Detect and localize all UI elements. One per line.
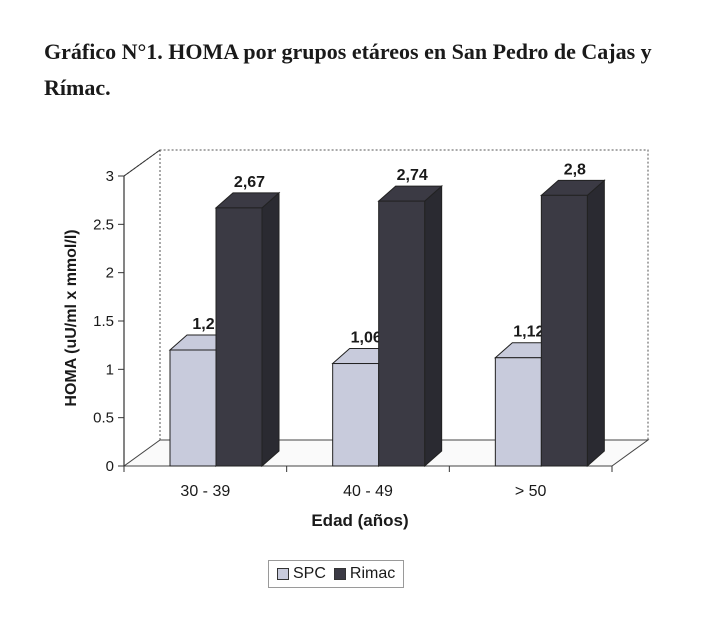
y-tick-label: 3 <box>106 168 114 185</box>
data-label: 2,8 <box>564 161 586 178</box>
bar-front <box>215 207 263 467</box>
data-label: 1,2 <box>192 316 214 333</box>
x-tick-label: > 50 <box>515 483 547 500</box>
bar-front <box>378 200 426 467</box>
legend-swatch-rimac <box>333 568 346 580</box>
data-label: 2,67 <box>234 174 265 191</box>
legend-label-spc: SPC <box>293 565 326 582</box>
legend-item-spc: SPC <box>277 565 326 583</box>
bar-side <box>586 179 605 468</box>
side-wall-top <box>123 149 161 177</box>
y-tick-label: 2.5 <box>93 216 114 233</box>
bar-side <box>424 185 443 468</box>
x-axis-title: Edad (años) <box>311 511 408 530</box>
y-axis: 0 0.5 1 1.5 2 2.5 3 <box>93 168 124 475</box>
bar-front <box>540 194 588 467</box>
bar-rimac-1: 2,74 <box>377 167 443 468</box>
legend: SPC Rimac <box>268 560 405 588</box>
bar-rimac-2: 2,8 <box>540 161 606 468</box>
bar-side <box>261 191 280 468</box>
bars: 1,2 2,67 1,06 2,74 1,12 2,8 <box>168 161 606 468</box>
data-label: 2,74 <box>397 167 428 184</box>
y-axis-title: HOMA (uU/ml x mmol/l) <box>63 229 80 406</box>
bar-rimac-0: 2,67 <box>214 174 281 468</box>
bar-front <box>332 363 380 467</box>
x-tick-label: 40 - 49 <box>343 483 393 500</box>
legend-swatch-spc <box>277 568 289 580</box>
bar-front <box>169 349 217 467</box>
legend-item-rimac: Rimac <box>333 565 396 583</box>
y-tick-label: 0 <box>106 458 114 475</box>
x-axis: 30 - 39 40 - 49 > 50 <box>123 466 613 500</box>
x-tick-label: 30 - 39 <box>180 483 230 500</box>
y-tick-label: 2 <box>106 265 114 282</box>
data-label: 1,12 <box>513 324 544 341</box>
y-tick-label: 1.5 <box>93 313 114 330</box>
bar-front <box>494 357 542 467</box>
legend-label-rimac: Rimac <box>349 565 396 582</box>
data-label: 1,06 <box>351 330 382 347</box>
y-tick-label: 1 <box>106 361 114 378</box>
y-tick-label: 0.5 <box>93 410 114 427</box>
back-wall <box>123 149 649 440</box>
chart-title: Gráfico N°1. HOMA por grupos etáreos en … <box>44 39 652 100</box>
